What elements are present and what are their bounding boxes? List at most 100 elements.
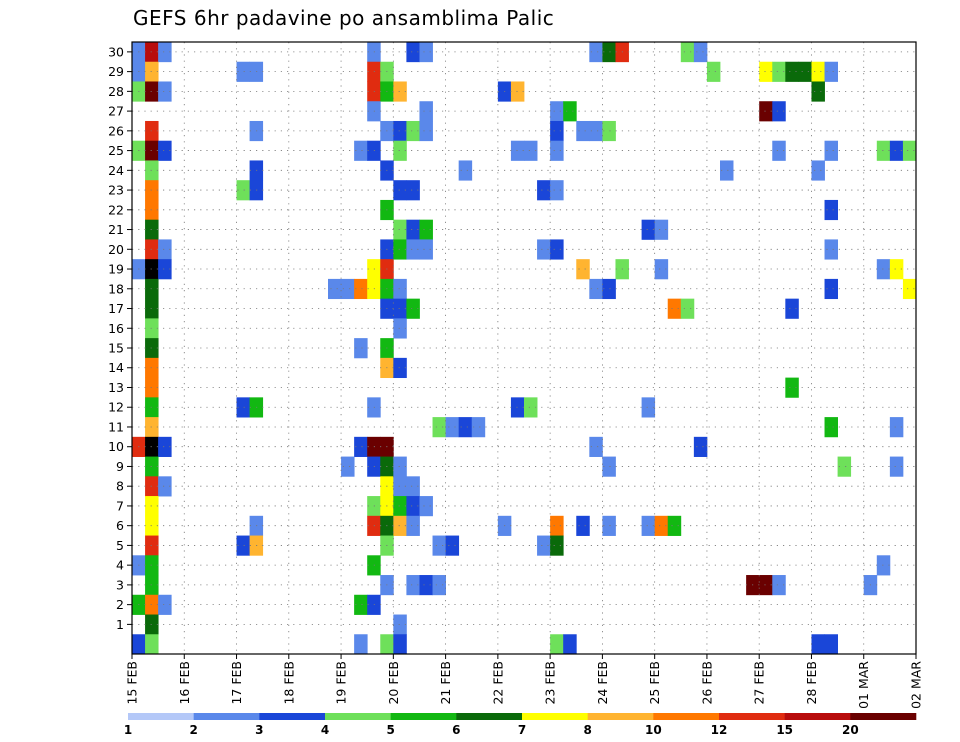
heatmap-cell bbox=[419, 219, 433, 240]
heatmap-cell bbox=[406, 120, 420, 142]
heatmap-cell bbox=[550, 180, 564, 201]
heatmap-cell bbox=[145, 515, 159, 536]
heatmap-cell bbox=[406, 239, 420, 260]
heatmap-cell bbox=[550, 515, 564, 536]
heatmap-cell bbox=[550, 101, 564, 122]
heatmap-cell bbox=[876, 555, 891, 576]
heatmap-cell bbox=[393, 318, 407, 339]
heatmap-cell bbox=[406, 298, 420, 319]
heatmap-cell bbox=[798, 61, 812, 82]
heatmap-cell bbox=[393, 614, 407, 635]
heatmap-cell bbox=[654, 259, 669, 280]
heatmap-cell bbox=[550, 535, 564, 556]
heatmap-cell bbox=[145, 496, 159, 517]
heatmap-cell bbox=[393, 357, 407, 379]
heatmap-cell bbox=[785, 377, 799, 398]
heatmap-cell bbox=[158, 436, 172, 457]
heatmap-cell bbox=[236, 397, 250, 418]
heatmap-cell bbox=[236, 61, 250, 82]
heatmap-cell bbox=[811, 61, 825, 82]
y-tick-label: 13 bbox=[108, 380, 124, 395]
heatmap-cell bbox=[602, 456, 616, 477]
colorbar-label: 5 bbox=[386, 723, 394, 737]
heatmap-cell bbox=[406, 496, 420, 517]
y-tick-label: 22 bbox=[108, 202, 124, 217]
heatmap-cell bbox=[145, 594, 159, 615]
heatmap-cell bbox=[354, 140, 368, 161]
colorbar-label: 7 bbox=[518, 723, 526, 737]
heatmap-cell bbox=[759, 575, 773, 596]
x-axis: 15 FEB 16 FEB 17 FEB 18 FEB 19 FEB 20 FEB 21 F… bbox=[125, 654, 924, 709]
heatmap-cell bbox=[550, 239, 564, 260]
heatmap-cell bbox=[837, 456, 852, 477]
heatmap-cell bbox=[419, 239, 433, 260]
colorbar-label: 15 bbox=[776, 723, 793, 737]
x-tick-label: 18 FEB bbox=[281, 661, 296, 705]
colorbar-swatch bbox=[587, 713, 654, 720]
heatmap-cell bbox=[145, 357, 159, 379]
heatmap-cell bbox=[145, 140, 159, 161]
heatmap-cell bbox=[445, 535, 460, 556]
heatmap-cells bbox=[132, 42, 917, 655]
colorbar-label: 3 bbox=[255, 723, 263, 737]
colorbar-label: 10 bbox=[645, 723, 662, 737]
heatmap-cell bbox=[563, 101, 577, 122]
y-tick-label: 17 bbox=[108, 301, 124, 316]
heatmap-cell bbox=[824, 417, 838, 438]
heatmap-cell bbox=[785, 298, 799, 319]
colorbar-swatch bbox=[325, 713, 391, 720]
heatmap-cell bbox=[524, 397, 538, 418]
heatmap-cell bbox=[145, 318, 159, 339]
heatmap-cell bbox=[563, 634, 577, 655]
heatmap-cell bbox=[158, 594, 172, 615]
heatmap-cell bbox=[145, 219, 159, 240]
colorbar-swatch bbox=[719, 713, 785, 720]
y-tick-label: 21 bbox=[108, 222, 124, 237]
heatmap-cell bbox=[432, 575, 446, 596]
heatmap-cell bbox=[889, 456, 904, 477]
heatmap-cell bbox=[589, 278, 603, 300]
y-tick-label: 1 bbox=[116, 617, 124, 632]
y-tick-label: 24 bbox=[108, 163, 124, 178]
x-tick-label: 22 FEB bbox=[490, 661, 505, 705]
heatmap-cell bbox=[445, 417, 460, 438]
heatmap-cell bbox=[550, 140, 564, 161]
x-tick-label: 19 FEB bbox=[334, 661, 349, 705]
heatmap-cell bbox=[328, 278, 342, 300]
x-tick-label: 28 FEB bbox=[804, 661, 819, 705]
x-tick-label: 26 FEB bbox=[699, 661, 714, 705]
heatmap-cell bbox=[145, 634, 159, 655]
y-tick-label: 3 bbox=[116, 577, 124, 592]
x-tick-label: 25 FEB bbox=[647, 661, 662, 705]
heatmap-cell bbox=[419, 101, 433, 122]
heatmap-cell bbox=[145, 397, 159, 418]
x-tick-label: 23 FEB bbox=[543, 661, 558, 705]
heatmap-cell bbox=[602, 278, 616, 300]
heatmap-cell bbox=[811, 160, 825, 181]
heatmap-cell bbox=[393, 140, 407, 161]
y-tick-label: 30 bbox=[108, 44, 124, 59]
heatmap-cell bbox=[393, 239, 407, 260]
heatmap-cell bbox=[693, 42, 708, 63]
heatmap-cell bbox=[406, 515, 420, 536]
heatmap-cell bbox=[145, 535, 159, 556]
heatmap-cell bbox=[419, 496, 433, 517]
colorbar-swatch bbox=[456, 713, 523, 720]
heatmap-cell bbox=[158, 259, 172, 280]
y-tick-label: 4 bbox=[116, 558, 124, 573]
heatmap-cell bbox=[354, 594, 368, 615]
heatmap-cell bbox=[145, 42, 159, 63]
heatmap-cell bbox=[354, 338, 368, 359]
heatmap-cell bbox=[145, 278, 159, 300]
y-tick-label: 18 bbox=[108, 281, 124, 296]
x-tick-label: 17 FEB bbox=[229, 661, 244, 705]
heatmap-cell bbox=[824, 199, 838, 221]
heatmap-cell bbox=[145, 199, 159, 221]
heatmap-cell bbox=[641, 515, 656, 536]
heatmap-cell bbox=[145, 456, 159, 477]
heatmap-cell bbox=[589, 436, 603, 457]
heatmap-cell bbox=[406, 42, 420, 63]
heatmap-cell bbox=[602, 42, 616, 63]
heatmap-cell bbox=[537, 239, 551, 260]
